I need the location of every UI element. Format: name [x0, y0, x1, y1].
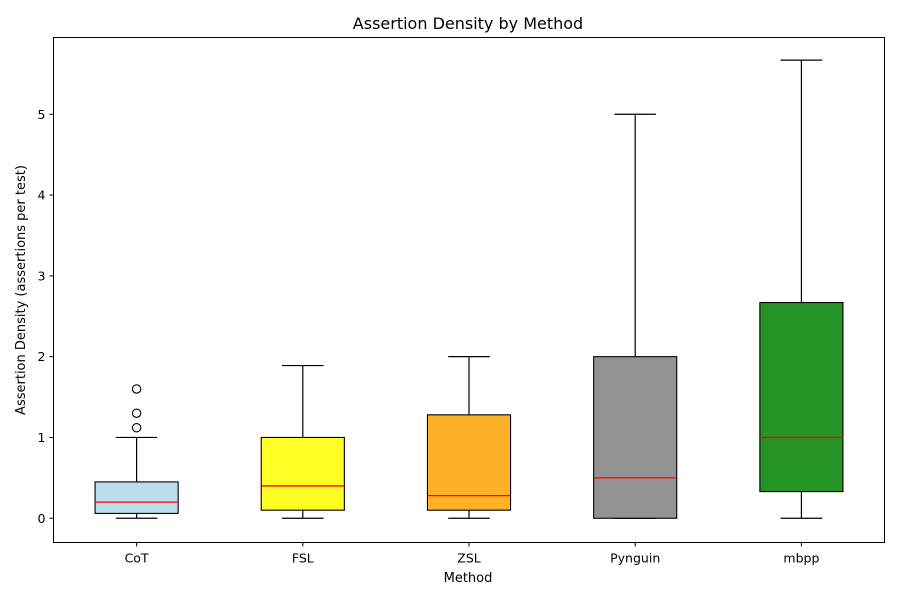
plot-area [94, 59, 844, 519]
box-iqr [94, 481, 179, 514]
outlier-point [131, 423, 142, 433]
box-group-pynguin [593, 113, 678, 519]
outlier-point [131, 384, 142, 394]
x-axis-label: Method [444, 571, 493, 586]
box-iqr [260, 436, 345, 511]
box-group-zsl [426, 356, 512, 519]
box-group-cot [94, 384, 179, 519]
x-axis-ticks: CoT FSL ZSL Pynguin mbpp [125, 542, 819, 566]
box-group-fsl [260, 364, 345, 519]
y-tick-label: 3 [38, 268, 46, 283]
box-group-mbpp [759, 59, 844, 519]
y-tick-label: 4 [38, 188, 46, 203]
x-tick-label: FSL [292, 551, 314, 566]
y-axis-label: Assertion Density (assertions per test) [14, 165, 29, 415]
x-tick-label: ZSL [457, 551, 480, 566]
box-iqr [759, 301, 844, 493]
y-tick-label: 5 [38, 107, 46, 122]
box-iqr [426, 414, 512, 511]
outlier-point [131, 408, 142, 418]
x-tick-label: Pynguin [610, 551, 660, 566]
x-tick-label: mbpp [783, 551, 819, 566]
y-axis-ticks: 0 1 2 3 4 5 [38, 107, 54, 526]
y-tick-label: 1 [38, 430, 46, 445]
x-tick-label: CoT [125, 551, 149, 566]
y-tick-label: 0 [38, 511, 46, 526]
chart-title: Assertion Density by Method [353, 14, 583, 33]
y-tick-label: 2 [38, 349, 46, 364]
box-iqr [593, 356, 678, 519]
